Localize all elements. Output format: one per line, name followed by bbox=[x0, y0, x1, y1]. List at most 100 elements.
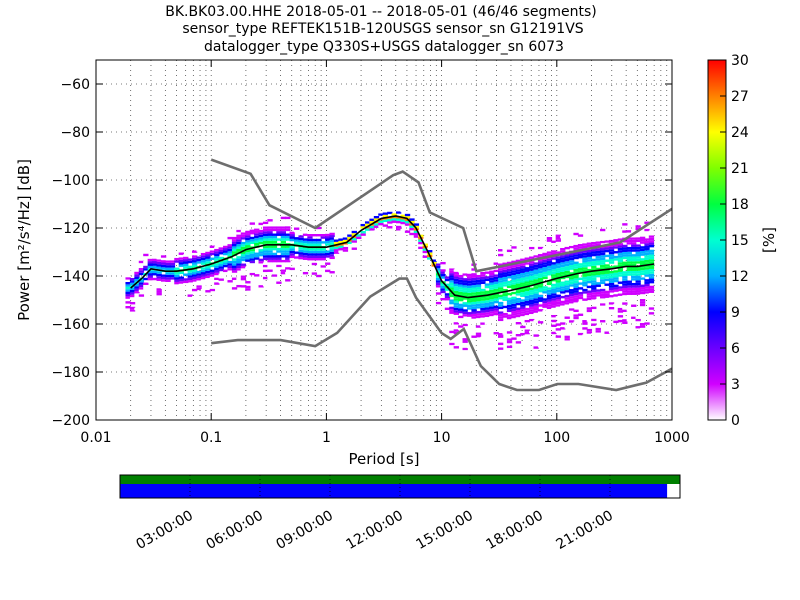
heatmap-cell bbox=[458, 279, 464, 283]
heatmap-cell bbox=[262, 252, 269, 256]
heatmap-cell bbox=[533, 293, 539, 296]
heatmap-cell bbox=[236, 277, 242, 281]
heatmap-cell bbox=[156, 280, 162, 284]
heatmap-cell bbox=[200, 252, 207, 256]
heatmap-cell bbox=[475, 303, 482, 307]
heatmap-cell bbox=[267, 231, 273, 234]
heatmap-cell bbox=[546, 253, 553, 257]
heatmap-cell bbox=[639, 231, 646, 235]
heatmap-cell bbox=[537, 277, 544, 281]
heatmap-cell bbox=[533, 339, 539, 342]
heatmap-cell bbox=[591, 333, 597, 336]
heatmap-cell bbox=[449, 287, 455, 290]
heatmap-cell bbox=[568, 262, 575, 266]
heatmap-cell bbox=[156, 290, 162, 293]
heatmap-cell bbox=[515, 309, 522, 313]
heatmap-cell bbox=[231, 289, 238, 292]
heatmap-cell bbox=[533, 303, 539, 306]
heatmap-cell bbox=[542, 276, 548, 280]
heatmap-cell bbox=[498, 285, 504, 288]
heatmap-cell bbox=[320, 260, 326, 263]
heatmap-cell bbox=[493, 296, 499, 299]
heatmap-cell bbox=[515, 317, 522, 320]
heatmap-cell bbox=[498, 323, 504, 326]
heatmap-cell bbox=[604, 273, 610, 277]
heatmap-cell bbox=[515, 331, 522, 334]
heatmap-cell bbox=[191, 262, 198, 265]
heatmap-cell bbox=[475, 286, 482, 290]
heatmap-cell bbox=[515, 300, 522, 303]
heatmap-cell bbox=[156, 259, 162, 262]
heatmap-cell bbox=[511, 284, 517, 288]
heatmap-cell bbox=[493, 305, 499, 309]
heatmap-cell bbox=[537, 299, 544, 302]
heatmap-cell bbox=[568, 257, 575, 261]
heatmap-cell bbox=[613, 287, 619, 290]
heatmap-cell bbox=[325, 250, 331, 253]
heatmap-cell bbox=[489, 304, 495, 307]
heatmap-cell bbox=[564, 285, 570, 288]
heatmap-cell bbox=[453, 293, 459, 296]
heatmap-cell bbox=[471, 287, 477, 290]
heatmap-cell bbox=[560, 317, 566, 320]
heatmap-cell bbox=[466, 271, 473, 274]
heatmap-cell bbox=[622, 326, 628, 329]
heatmap-cell bbox=[622, 263, 628, 267]
colorbar-tick-label: 12 bbox=[731, 269, 749, 285]
heatmap-cell bbox=[245, 281, 251, 284]
heatmap-cell bbox=[200, 274, 207, 277]
heatmap-cell bbox=[520, 253, 526, 257]
heatmap-cell bbox=[555, 299, 561, 302]
heatmap-cell bbox=[453, 307, 459, 311]
heatmap-cell bbox=[551, 302, 557, 306]
heatmap-cell bbox=[325, 274, 331, 277]
heatmap-cell bbox=[187, 275, 193, 278]
heatmap-cell bbox=[480, 312, 486, 316]
heatmap-cell bbox=[178, 283, 184, 287]
heatmap-cell bbox=[537, 282, 544, 286]
heatmap-cell bbox=[577, 332, 584, 336]
heatmap-cell bbox=[617, 288, 624, 292]
heatmap-cell bbox=[218, 261, 224, 265]
heatmap-cell bbox=[582, 298, 588, 301]
heatmap-cell bbox=[622, 251, 628, 255]
heatmap-cell bbox=[595, 294, 601, 297]
heatmap-cell bbox=[635, 297, 641, 300]
heatmap-cell bbox=[480, 344, 486, 347]
heatmap-cell bbox=[524, 276, 530, 280]
heatmap-cell bbox=[378, 222, 384, 226]
heatmap-cell bbox=[129, 280, 136, 283]
heatmap-cell bbox=[267, 276, 273, 280]
heatmap-cell bbox=[489, 287, 495, 290]
heatmap-cell bbox=[591, 282, 597, 286]
heatmap-cell bbox=[458, 318, 464, 321]
heatmap-cell bbox=[542, 324, 548, 328]
heatmap-cell bbox=[125, 284, 131, 287]
heatmap-cell bbox=[183, 273, 189, 276]
heatmap-cell bbox=[298, 259, 304, 262]
heatmap-cell bbox=[542, 327, 548, 330]
heatmap-cell bbox=[648, 232, 655, 236]
heatmap-cell bbox=[529, 309, 535, 312]
heatmap-cell bbox=[498, 287, 504, 290]
heatmap-cell bbox=[285, 247, 291, 251]
heatmap-cell bbox=[249, 248, 255, 252]
heatmap-cell bbox=[231, 239, 238, 242]
heatmap-cell bbox=[568, 296, 575, 299]
heatmap-cell bbox=[498, 304, 504, 307]
heatmap-cell bbox=[484, 276, 491, 279]
heatmap-cell bbox=[396, 211, 402, 214]
heatmap-cell bbox=[546, 270, 553, 274]
heatmap-cell bbox=[214, 275, 220, 278]
heatmap-cell bbox=[129, 297, 136, 300]
heatmap-cell bbox=[600, 262, 606, 265]
heatmap-cell bbox=[551, 257, 557, 260]
heatmap-cell bbox=[245, 233, 251, 236]
heatmap-cell bbox=[586, 244, 593, 248]
heatmap-cell bbox=[280, 250, 286, 253]
heatmap-cell bbox=[551, 278, 557, 282]
heatmap-cell bbox=[143, 284, 149, 288]
heatmap-cell bbox=[205, 278, 211, 281]
heatmap-cell bbox=[506, 345, 513, 349]
heatmap-cell bbox=[520, 263, 526, 266]
